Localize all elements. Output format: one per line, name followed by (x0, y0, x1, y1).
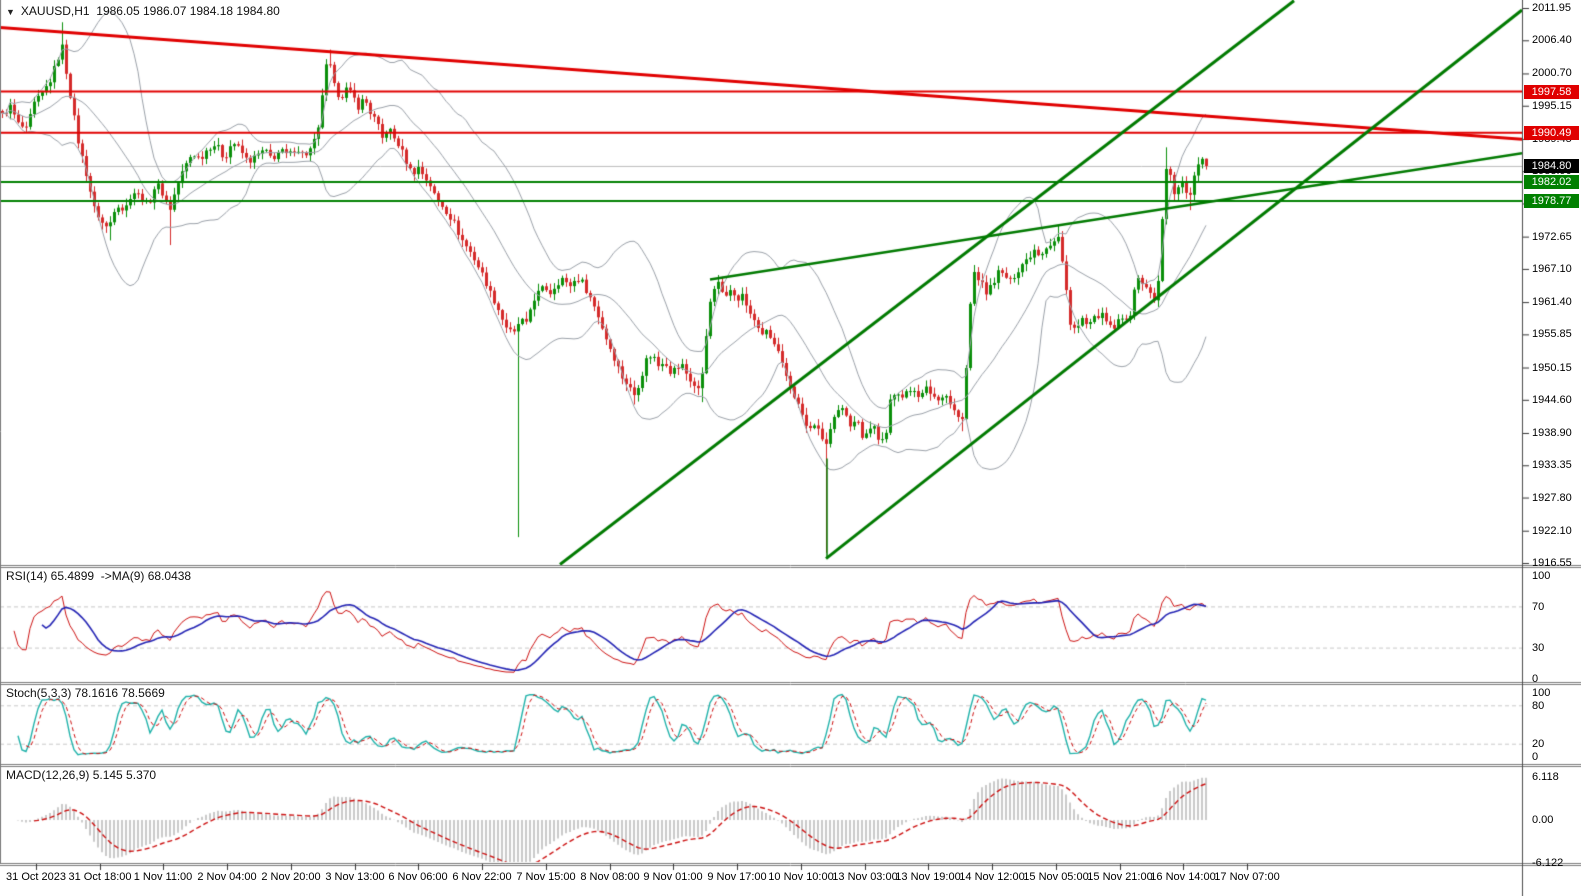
time-label: 9 Nov 17:00 (707, 871, 767, 883)
time-label: 9 Nov 01:00 (643, 871, 703, 883)
price-tick-label: 1933.35 (1532, 459, 1572, 472)
time-label: 2 Nov 20:00 (261, 871, 321, 883)
price-tick-label: 1950.15 (1532, 361, 1572, 374)
price-badge: 1978.77 (1524, 194, 1579, 209)
rsi-axis-label: 0 (1532, 673, 1539, 685)
macd-axis-label: 6.118 (1532, 771, 1559, 784)
time-label: 31 Oct 18:00 (68, 871, 132, 883)
rsi-axis-label: 100 (1532, 570, 1551, 582)
price-tick-label: 1938.90 (1532, 426, 1572, 439)
price-badge: 1982.02 (1524, 175, 1579, 190)
time-label: 15 Nov 21:00 (1087, 871, 1153, 883)
price-tick-label: 2000.70 (1532, 67, 1572, 80)
time-label: 10 Nov 10:00 (768, 871, 834, 883)
ohlc-values: 1986.05 1986.07 1984.18 1984.80 (96, 4, 280, 18)
price-tick-label: 1972.65 (1532, 230, 1572, 243)
symbol-period: XAUUSD,H1 (20, 4, 90, 18)
stoch-axis-label: 0 (1532, 751, 1539, 763)
price-tick-label: 2011.95 (1532, 2, 1571, 14)
rsi-axis-label: 70 (1532, 600, 1545, 613)
time-label: 2 Nov 04:00 (197, 871, 257, 883)
stoch-axis-label: 100 (1532, 687, 1551, 699)
price-tick-label: 1916.55 (1532, 557, 1572, 569)
rsi-indicator-label: RSI(14) 65.4899 ->MA(9) 68.0438 (6, 569, 192, 583)
macd-axis-label: 0.00 (1532, 814, 1554, 826)
price-tick-label: 1927.80 (1532, 491, 1572, 504)
price-tick-label: 1922.10 (1532, 524, 1572, 537)
time-label: 6 Nov 06:00 (388, 871, 448, 883)
price-tick-label: 2006.40 (1532, 34, 1572, 47)
time-label: 17 Nov 07:00 (1214, 871, 1280, 883)
time-label: 13 Nov 19:00 (895, 871, 961, 883)
time-label: 16 Nov 14:00 (1150, 871, 1216, 883)
time-label: 3 Nov 13:00 (325, 871, 385, 883)
time-label: 1 Nov 11:00 (133, 871, 193, 883)
price-tick-label: 1967.10 (1532, 262, 1572, 275)
time-label: 7 Nov 15:00 (516, 871, 576, 883)
price-tick-label: 1955.85 (1532, 328, 1572, 341)
price-badge: 1990.49 (1524, 125, 1579, 140)
macd-axis-label: -6.122 (1532, 856, 1564, 869)
symbol-dropdown-icon[interactable]: ▼ (6, 7, 15, 17)
rsi-axis-label: 30 (1532, 642, 1545, 655)
time-label: 14 Nov 12:00 (959, 871, 1025, 883)
price-tick-label: 1944.60 (1532, 393, 1572, 406)
time-label: 8 Nov 08:00 (580, 871, 640, 883)
price-badge: 1984.80 (1524, 158, 1579, 173)
time-label: 13 Nov 03:00 (832, 871, 898, 883)
stoch-indicator-label: Stoch(5,3,3) 78.1616 78.5669 (6, 686, 165, 700)
macd-indicator-label: MACD(12,26,9) 5.145 5.370 (6, 768, 157, 782)
stoch-axis-label: 80 (1532, 699, 1545, 712)
price-tick-label: 1961.40 (1532, 296, 1572, 309)
price-badge: 1997.58 (1524, 84, 1579, 99)
time-label: 31 Oct 2023 (6, 871, 66, 883)
chart-title: ▼ XAUUSD,H1 1986.05 1986.07 1984.18 1984.… (6, 4, 280, 18)
price-tick-label: 1995.15 (1532, 99, 1572, 112)
time-label: 6 Nov 22:00 (452, 871, 512, 883)
stoch-axis-label: 20 (1532, 738, 1545, 751)
time-label: 15 Nov 05:00 (1023, 871, 1089, 883)
